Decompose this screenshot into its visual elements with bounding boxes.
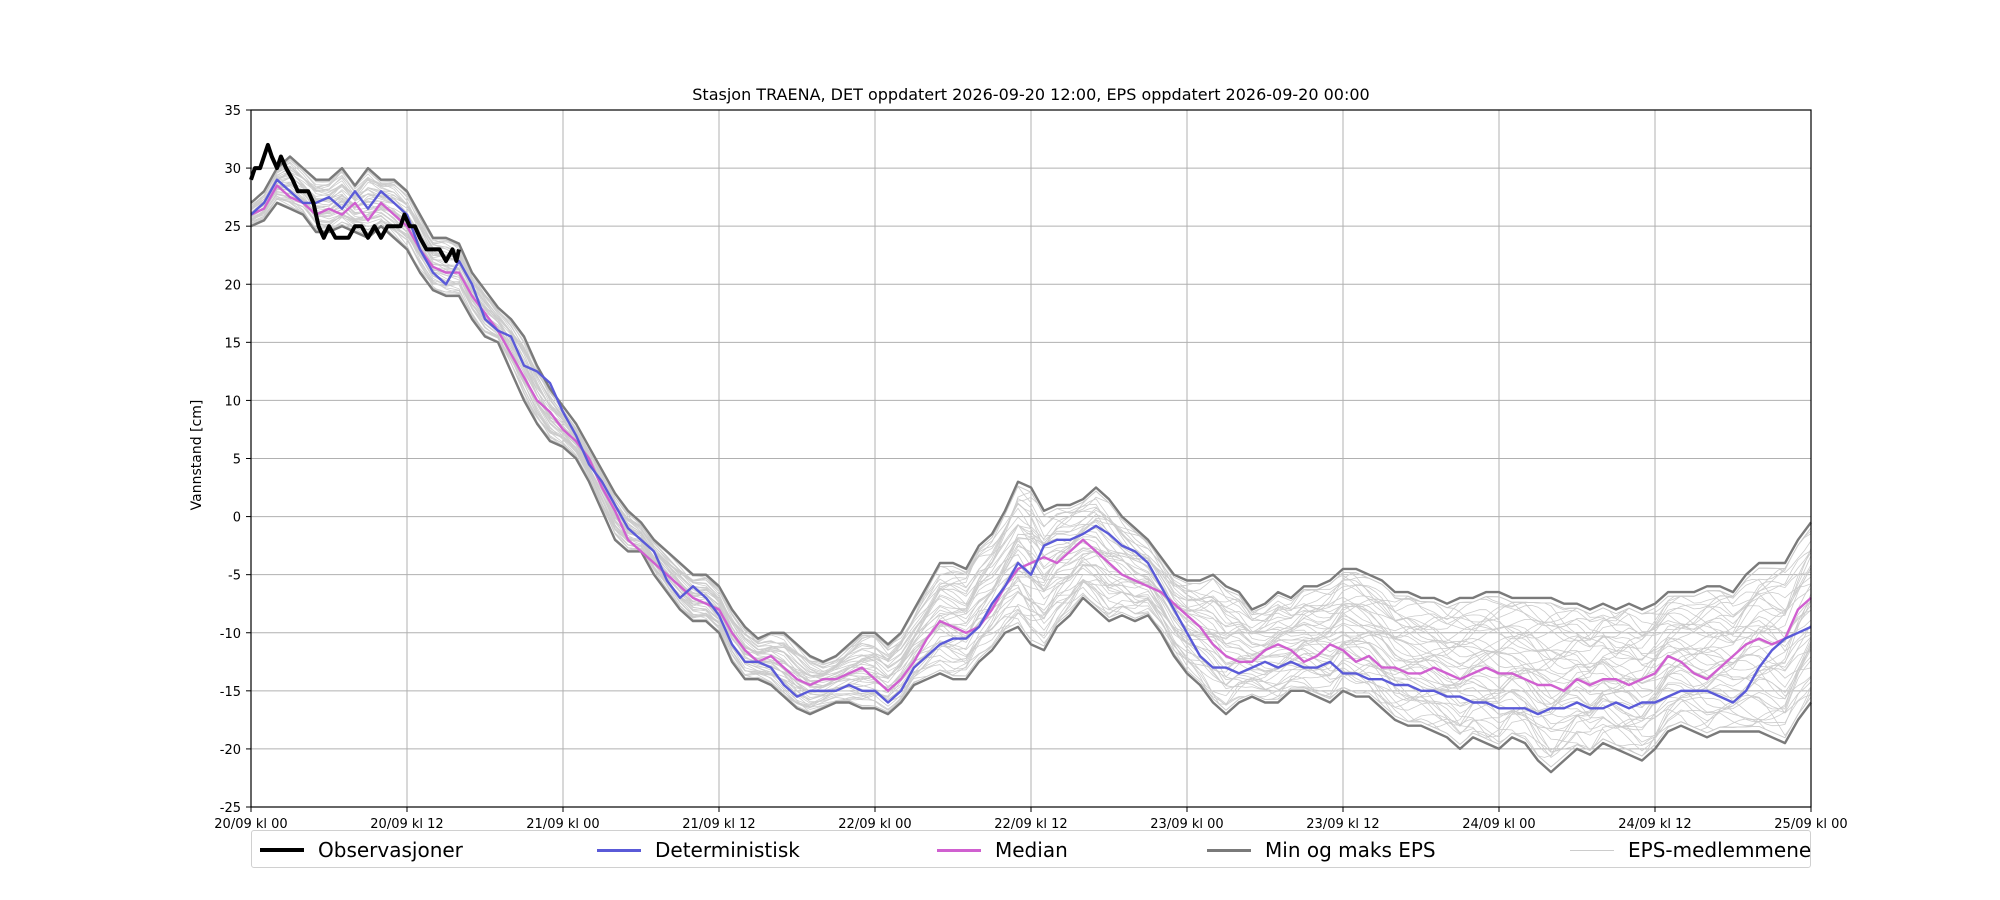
- y-axis-ticks: 35 30 25 20 15 10 5 0 -5 -10 -15 -20 -25: [220, 104, 251, 816]
- series-lines: [249, 142, 1812, 774]
- legend-item-observasjoner: Observasjoner: [260, 831, 463, 869]
- x-axis-ticks: 20/09 kl 00 20/09 kl 12 21/09 kl 00 21/09 k…: [214, 807, 1848, 832]
- min-maks-eps-line: [250, 201, 1812, 774]
- legend-label: Min og maks EPS: [1265, 838, 1436, 862]
- y-tick-label: 5: [233, 453, 241, 468]
- x-tick-label: 22/09 kl 12: [994, 817, 1067, 832]
- x-tick-label: 22/09 kl 00: [838, 817, 911, 832]
- y-tick-label: 10: [224, 394, 241, 409]
- legend-swatch-eps-medlemmene: [1570, 849, 1614, 851]
- eps-member-line: [250, 161, 1812, 682]
- eps-member-line: [250, 166, 1812, 664]
- legend: Observasjoner Deterministisk Median Min …: [251, 830, 1811, 868]
- legend-swatch-deterministisk: [597, 848, 641, 852]
- eps-member-line: [250, 181, 1812, 681]
- x-tick-label: 23/09 kl 00: [1150, 817, 1223, 832]
- legend-item-min-maks-eps: Min og maks EPS: [1207, 831, 1436, 869]
- y-tick-label: -25: [220, 801, 241, 816]
- median-line: [250, 184, 1812, 692]
- observasjoner-line: [249, 142, 461, 263]
- x-tick-label: 20/09 kl 00: [214, 817, 287, 832]
- eps-member-line: [250, 188, 1812, 710]
- x-tick-label: 25/09 kl 00: [1774, 817, 1847, 832]
- y-tick-label: -5: [228, 569, 241, 584]
- legend-label: Median: [995, 838, 1068, 862]
- y-axis-label: Vannstand [cm]: [189, 400, 205, 511]
- x-tick-label: 20/09 kl 12: [370, 817, 443, 832]
- y-tick-label: 30: [224, 162, 241, 177]
- chart-title: Stasjon TRAENA, DET oppdatert 2026-09-20…: [692, 85, 1369, 104]
- legend-swatch-median: [937, 848, 981, 852]
- eps-member-line: [250, 171, 1812, 669]
- legend-item-eps-medlemmene: EPS-medlemmene: [1570, 831, 1811, 869]
- legend-item-median: Median: [937, 831, 1068, 869]
- legend-item-deterministisk: Deterministisk: [597, 831, 800, 869]
- y-tick-label: -10: [220, 627, 241, 642]
- legend-label: Observasjoner: [318, 838, 463, 862]
- y-tick-label: -20: [220, 743, 241, 758]
- y-tick-label: 15: [224, 336, 241, 351]
- eps-member-line: [250, 157, 1812, 665]
- legend-swatch-min-maks-eps: [1207, 848, 1251, 852]
- eps-member-line: [250, 169, 1812, 677]
- legend-swatch-observasjoner: [260, 848, 304, 852]
- x-tick-label: 23/09 kl 12: [1306, 817, 1379, 832]
- x-tick-label: 21/09 kl 12: [682, 817, 755, 832]
- legend-label: Deterministisk: [655, 838, 800, 862]
- y-tick-label: 35: [224, 104, 241, 119]
- min-maks-eps-line: [250, 155, 1812, 663]
- x-tick-label: 24/09 kl 12: [1618, 817, 1691, 832]
- y-tick-label: 25: [224, 220, 241, 235]
- x-tick-label: 21/09 kl 00: [526, 817, 599, 832]
- deterministisk-line: [250, 178, 1812, 716]
- y-tick-label: 0: [233, 511, 241, 526]
- x-tick-label: 24/09 kl 00: [1462, 817, 1535, 832]
- y-tick-label: 20: [224, 278, 241, 293]
- legend-label: EPS-medlemmene: [1628, 838, 1812, 862]
- y-tick-label: -15: [220, 685, 241, 700]
